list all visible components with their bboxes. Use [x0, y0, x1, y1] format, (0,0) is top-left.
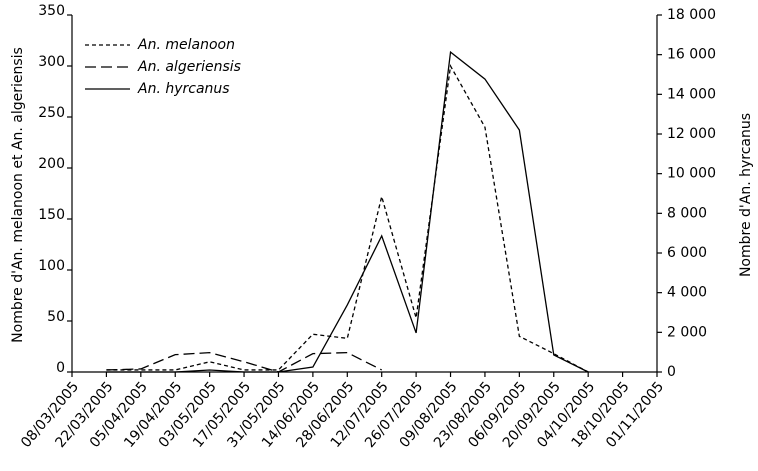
y-tick-label: 350	[38, 3, 65, 19]
y2-tick-label: 8 000	[667, 205, 707, 221]
y2-tick-label: 18 000	[667, 7, 716, 23]
y2-tick-label: 6 000	[667, 245, 707, 261]
legend-label: An. melanoon	[137, 37, 235, 53]
legend-label: An. algeriensis	[137, 59, 241, 75]
y-tick-label: 50	[47, 309, 65, 325]
y-tick-label: 300	[38, 54, 65, 70]
axes	[71, 15, 658, 373]
y-tick-label: 0	[56, 360, 65, 376]
y2-axis-label: Nombre d'An. hyrcanus	[738, 113, 754, 277]
y-tick-label: 150	[38, 207, 65, 223]
y2-tick-label: 16 000	[667, 47, 716, 63]
y-axis-label: Nombre d'An. melanoon et An. algeriensis	[10, 47, 26, 343]
series-line	[106, 351, 382, 373]
y2-tick-label: 4 000	[667, 285, 707, 301]
y-tick-label: 200	[38, 156, 65, 172]
y2-tick-label: 0	[667, 364, 676, 380]
y2-tick-label: 10 000	[667, 166, 716, 182]
y-tick-label: 250	[38, 105, 65, 121]
y2-tick-label: 2 000	[667, 324, 707, 340]
y2-tick-label: 12 000	[667, 126, 716, 142]
y2-tick-label: 14 000	[667, 86, 716, 102]
legend-label: An. hyrcanus	[137, 81, 230, 97]
y-tick-label: 100	[38, 258, 65, 274]
series-line	[106, 50, 589, 373]
series-line	[106, 63, 589, 373]
